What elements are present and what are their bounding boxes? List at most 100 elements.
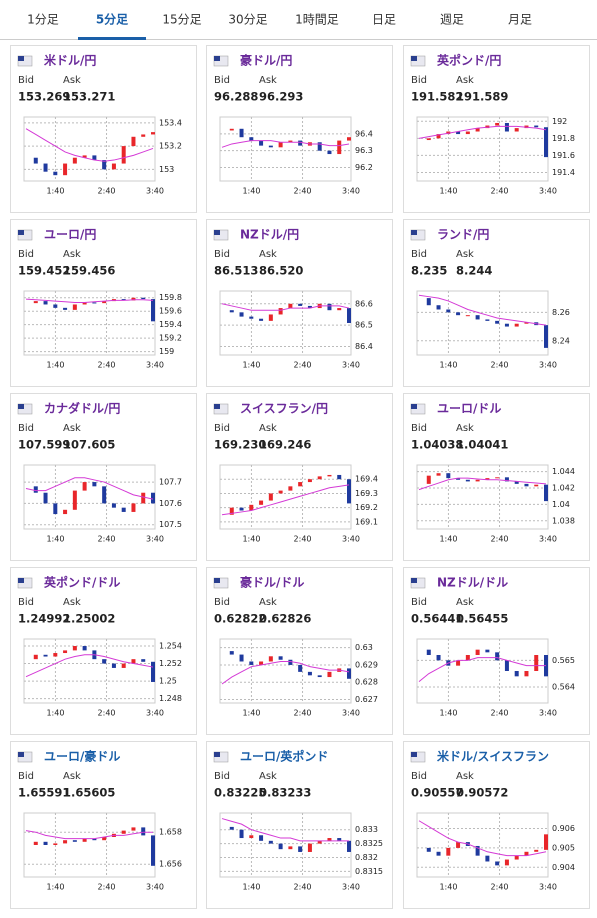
- candle: [485, 855, 490, 862]
- pair-name[interactable]: カナダドル/円: [44, 401, 120, 416]
- card: [206, 567, 393, 735]
- candle: [259, 140, 264, 146]
- pair-name[interactable]: 米ドル/円: [44, 53, 96, 68]
- flag-part: [411, 578, 417, 583]
- pair-name[interactable]: 英ポンド/ドル: [44, 575, 120, 590]
- candle: [131, 659, 136, 664]
- y-tick-label: 1.254: [159, 642, 182, 651]
- candle: [288, 486, 293, 491]
- tab[interactable]: 月足: [508, 13, 532, 27]
- pair-name[interactable]: NZドル/円: [240, 228, 299, 242]
- pair-name[interactable]: ユーロ/円: [44, 228, 96, 242]
- bid-value: 153.269: [18, 90, 70, 104]
- y-tick-label: 159.2: [159, 334, 182, 343]
- card: [403, 45, 590, 213]
- y-tick-label: 0.906: [552, 824, 575, 833]
- y-tick-label: 159.6: [159, 307, 182, 316]
- x-tick-label: 1:40: [439, 361, 457, 370]
- candle: [504, 122, 509, 132]
- pair-name[interactable]: ユーロ/英ポンド: [240, 749, 328, 764]
- candle: [327, 838, 332, 841]
- candle: [524, 671, 529, 677]
- candle: [72, 157, 77, 164]
- candle: [53, 843, 58, 845]
- tab[interactable]: 週足: [440, 13, 464, 27]
- tab[interactable]: 日足: [372, 13, 396, 27]
- ask-label: Ask: [259, 75, 277, 86]
- candle: [239, 829, 244, 839]
- candle: [514, 671, 519, 677]
- candle: [82, 646, 87, 651]
- ask-value: 86.520: [259, 264, 303, 278]
- candle: [151, 132, 155, 135]
- pair-name[interactable]: ユーロ/豪ドル: [44, 749, 120, 764]
- pair-name[interactable]: ユーロ/ドル: [437, 402, 501, 416]
- pair-name[interactable]: ランド/円: [437, 228, 489, 242]
- y-tick-label: 159.4: [159, 320, 182, 329]
- ask-value: 0.90572: [456, 786, 508, 800]
- flag-part: [411, 230, 417, 235]
- candle: [131, 827, 136, 831]
- ask-label: Ask: [63, 771, 81, 782]
- candle: [278, 142, 283, 148]
- candle: [92, 302, 97, 304]
- candle: [259, 318, 264, 321]
- moving-average: [418, 125, 547, 139]
- candle: [63, 650, 68, 654]
- candle: [465, 315, 470, 317]
- candle: [327, 671, 332, 678]
- pair-name[interactable]: 米ドル/スイスフラン: [437, 749, 549, 764]
- tab[interactable]: 1時間足: [295, 13, 339, 27]
- ask-label: Ask: [63, 423, 81, 434]
- candle: [534, 125, 539, 128]
- ask-value: 8.244: [456, 264, 492, 278]
- candle: [307, 305, 312, 309]
- candle: [131, 503, 136, 512]
- x-tick-label: 3:40: [146, 187, 164, 196]
- tab[interactable]: 1分足: [27, 13, 59, 27]
- candle: [121, 146, 126, 164]
- candle: [102, 486, 107, 504]
- moving-average: [221, 484, 350, 516]
- flag-part: [18, 578, 24, 583]
- bid-value: 1.65591: [18, 786, 70, 800]
- tab[interactable]: 30分足: [228, 13, 267, 27]
- moving-average: [221, 140, 350, 148]
- ask-label: Ask: [456, 75, 474, 86]
- card: [10, 567, 197, 735]
- y-tick-label: 169.3: [355, 489, 378, 498]
- pair-name[interactable]: スイスフラン/円: [240, 402, 328, 416]
- pair-name[interactable]: 豪ドル/ドル: [240, 575, 304, 590]
- candle: [307, 479, 312, 483]
- bid-label: Bid: [411, 249, 427, 260]
- flag-part: [214, 230, 220, 235]
- tab[interactable]: 5分足: [96, 12, 128, 27]
- pair-name[interactable]: 豪ドル/円: [240, 53, 292, 68]
- moving-average: [418, 820, 547, 857]
- bid-label: Bid: [18, 771, 34, 782]
- candle: [102, 160, 107, 170]
- moving-average: [25, 654, 154, 678]
- card: [403, 393, 590, 561]
- bid-label: Bid: [411, 75, 427, 86]
- moving-average: [25, 128, 154, 162]
- y-tick-label: 191.8: [552, 134, 575, 143]
- x-tick-label: 1:40: [242, 361, 260, 370]
- candle: [92, 155, 97, 161]
- x-tick-label: 1:40: [242, 535, 260, 544]
- candle: [495, 652, 500, 661]
- ask-value: 1.25002: [63, 612, 115, 626]
- candle: [43, 841, 48, 845]
- ask-value: 1.04041: [456, 438, 508, 452]
- tab[interactable]: 15分足: [162, 13, 201, 27]
- flag-part: [18, 56, 24, 61]
- bid-label: Bid: [411, 597, 427, 608]
- y-tick-label: 1.658: [159, 828, 182, 837]
- candle: [456, 478, 461, 480]
- candle: [259, 500, 264, 505]
- candle: [131, 297, 136, 301]
- pair-name[interactable]: NZドル/ドル: [437, 576, 508, 590]
- pair-name[interactable]: 英ポンド/円: [437, 53, 501, 68]
- candle: [141, 297, 146, 300]
- y-tick-label: 0.628: [355, 678, 378, 687]
